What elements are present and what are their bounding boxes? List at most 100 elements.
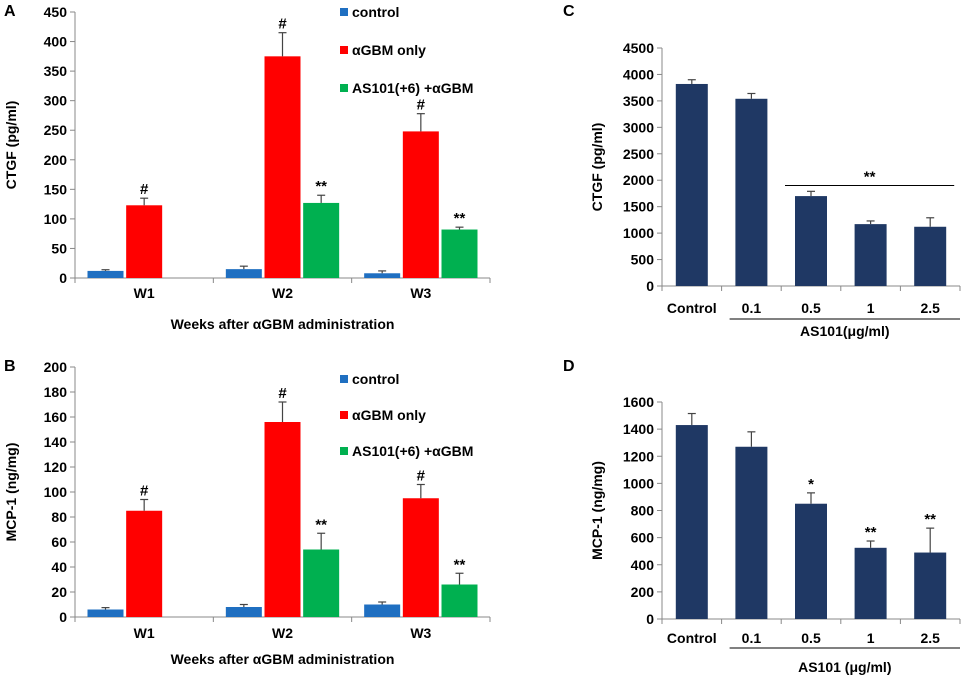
y-tick-label-b: 200 bbox=[44, 359, 68, 375]
y-axis-title-b: MCP-1 (ng/mg) bbox=[3, 443, 19, 542]
y-tick-label-c: 4500 bbox=[623, 40, 654, 56]
significance-mark-b: # bbox=[140, 483, 149, 500]
y-tick-label-c: 3500 bbox=[623, 93, 654, 109]
significance-mark-d: ** bbox=[924, 511, 936, 528]
panel-letter-a: A bbox=[4, 3, 16, 20]
y-tick-label-d: 1600 bbox=[623, 394, 654, 410]
y-tick-label-c: 0 bbox=[646, 278, 654, 294]
x-tick-label-d: 1 bbox=[867, 630, 875, 646]
y-tick-label-c: 1500 bbox=[623, 199, 654, 215]
y-tick-label-c: 3000 bbox=[623, 119, 654, 135]
bar-b-s2-2 bbox=[441, 584, 478, 617]
x-tick-label-c: Control bbox=[667, 300, 717, 316]
x-axis-title-b: Weeks after αGBM administration bbox=[171, 651, 395, 667]
y-tick-label-d: 200 bbox=[631, 584, 655, 600]
y-tick-label-a: 0 bbox=[59, 270, 67, 286]
y-tick-label-b: 20 bbox=[51, 584, 67, 600]
bar-a-s1-0 bbox=[126, 205, 163, 278]
significance-mark-d: * bbox=[808, 476, 814, 493]
bar-a-s0-0 bbox=[87, 270, 124, 278]
x-tick-label-c: 0.5 bbox=[801, 300, 821, 316]
x-tick-label-c: 0.1 bbox=[742, 300, 762, 316]
x-tick-label-b: W2 bbox=[272, 625, 293, 641]
legend-label-a-s2: AS101(+6) +αGBM bbox=[352, 80, 473, 96]
x-axis-title-d: AS101 (μg/ml) bbox=[798, 659, 891, 675]
x-tick-label-d: 2.5 bbox=[920, 630, 940, 646]
y-axis-title-c: CTGF (pg/ml) bbox=[589, 123, 605, 212]
x-tick-label-a: W3 bbox=[410, 285, 431, 301]
legend-swatch-a-s1 bbox=[340, 46, 348, 54]
y-tick-label-d: 400 bbox=[631, 557, 655, 573]
bar-d-1 bbox=[735, 446, 768, 619]
legend-swatch-a-s2 bbox=[340, 84, 348, 92]
bar-d-4 bbox=[914, 552, 947, 619]
significance-mark-b: ** bbox=[315, 516, 327, 533]
y-tick-label-c: 500 bbox=[631, 252, 655, 268]
bar-c-2 bbox=[795, 196, 827, 286]
legend-label-a-s1: αGBM only bbox=[352, 42, 426, 58]
bar-b-s1-1 bbox=[264, 422, 301, 617]
x-axis-title-c: AS101(μg/ml) bbox=[800, 323, 889, 339]
legend-swatch-b-s2 bbox=[340, 447, 348, 455]
bar-d-3 bbox=[854, 547, 887, 619]
significance-mark-a: # bbox=[278, 16, 287, 33]
bar-d-0 bbox=[675, 425, 708, 619]
y-tick-label-c: 1000 bbox=[623, 225, 654, 241]
y-tick-label-d: 1200 bbox=[623, 448, 654, 464]
y-tick-label-d: 1400 bbox=[623, 421, 654, 437]
significance-mark-a: # bbox=[417, 97, 426, 114]
bar-c-0 bbox=[675, 83, 708, 286]
bar-b-s2-1 bbox=[303, 549, 340, 617]
bar-c-3 bbox=[854, 224, 887, 286]
significance-mark-d: ** bbox=[865, 524, 877, 541]
legend-label-a-s0: control bbox=[352, 4, 399, 20]
bar-a-s0-2 bbox=[364, 273, 401, 278]
bar-a-s2-1 bbox=[303, 202, 340, 278]
panel-letter-d: D bbox=[563, 358, 575, 375]
y-tick-label-c: 2000 bbox=[623, 172, 654, 188]
y-tick-label-a: 150 bbox=[44, 181, 68, 197]
bar-b-s0-1 bbox=[225, 607, 262, 617]
bar-a-s2-2 bbox=[441, 229, 478, 278]
y-axis-title-d: MCP-1 (ng/mg) bbox=[589, 461, 605, 560]
y-tick-label-b: 60 bbox=[51, 534, 67, 550]
x-tick-label-d: 0.1 bbox=[742, 630, 762, 646]
y-tick-label-a: 450 bbox=[44, 4, 68, 20]
x-tick-label-c: 1 bbox=[867, 300, 875, 316]
y-tick-label-b: 180 bbox=[44, 384, 68, 400]
significance-mark-b: # bbox=[278, 385, 287, 402]
x-tick-label-a: W1 bbox=[134, 285, 155, 301]
y-tick-label-b: 0 bbox=[59, 609, 67, 625]
bar-b-s0-2 bbox=[364, 604, 401, 617]
bar-a-s1-1 bbox=[264, 56, 301, 279]
y-tick-label-b: 100 bbox=[44, 484, 68, 500]
x-tick-label-a: W2 bbox=[272, 285, 293, 301]
x-tick-label-d: 0.5 bbox=[801, 630, 821, 646]
panel-letter-b: B bbox=[4, 358, 16, 375]
y-tick-label-b: 80 bbox=[51, 509, 67, 525]
bar-a-s1-2 bbox=[402, 131, 439, 278]
y-tick-label-d: 0 bbox=[646, 611, 654, 627]
y-tick-label-a: 300 bbox=[44, 93, 68, 109]
significance-mark-a: # bbox=[140, 181, 149, 198]
bar-b-s1-2 bbox=[402, 498, 439, 617]
bar-b-s0-0 bbox=[87, 609, 124, 617]
bar-a-s0-1 bbox=[225, 269, 262, 278]
bar-d-2 bbox=[795, 503, 827, 619]
significance-mark-c: ** bbox=[864, 169, 876, 186]
y-tick-label-a: 250 bbox=[44, 122, 68, 138]
y-tick-label-c: 4000 bbox=[623, 66, 654, 82]
y-tick-label-d: 1000 bbox=[623, 475, 654, 491]
x-tick-label-b: W3 bbox=[410, 625, 431, 641]
y-tick-label-d: 800 bbox=[631, 503, 655, 519]
y-tick-label-a: 400 bbox=[44, 34, 68, 50]
x-tick-label-d: Control bbox=[667, 630, 717, 646]
significance-mark-a: ** bbox=[315, 178, 327, 195]
x-tick-label-c: 2.5 bbox=[920, 300, 940, 316]
y-tick-label-c: 2500 bbox=[623, 146, 654, 162]
legend-label-b-s0: control bbox=[352, 371, 399, 387]
bar-c-1 bbox=[735, 98, 768, 286]
y-tick-label-b: 160 bbox=[44, 409, 68, 425]
legend-swatch-b-s0 bbox=[340, 375, 348, 383]
